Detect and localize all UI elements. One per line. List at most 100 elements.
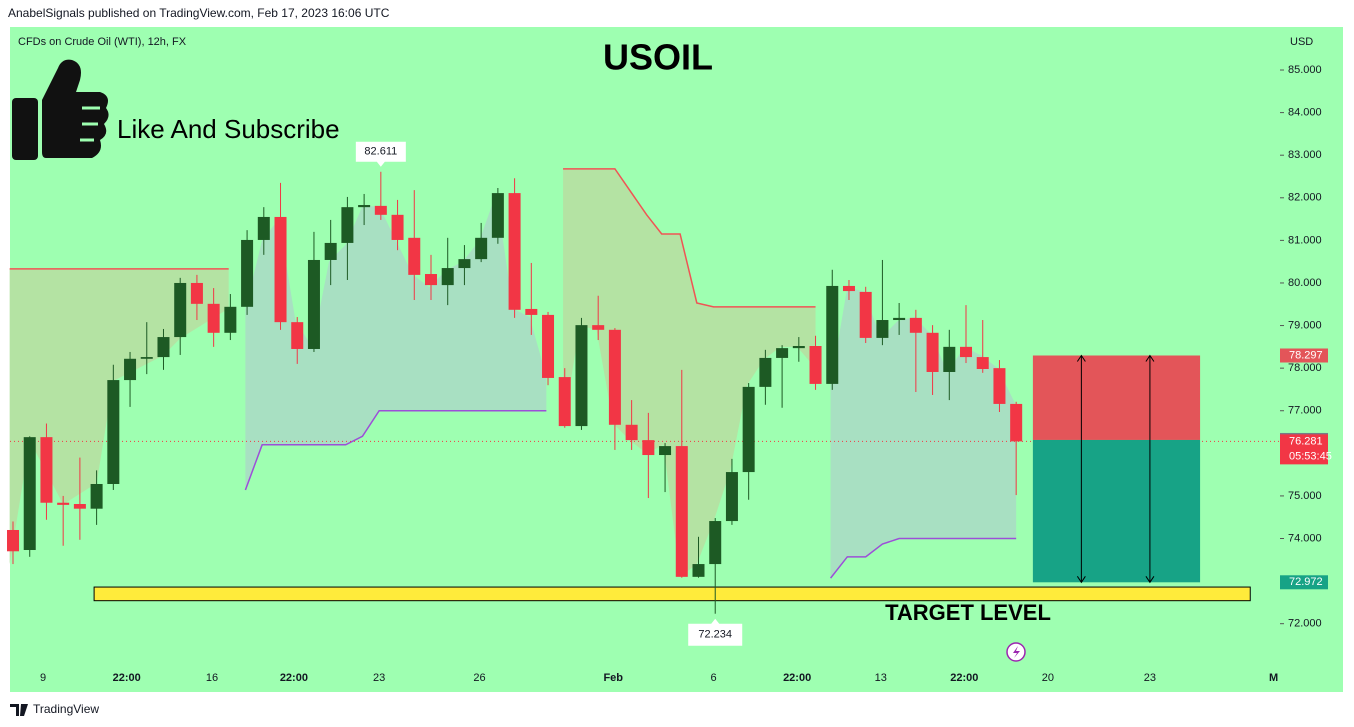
y-tick-label: 72.000 (1288, 618, 1322, 630)
subtitle: CFDs on Crude Oil (WTI), 12h, FX (18, 36, 187, 48)
y-tick-label: 80.000 (1288, 277, 1322, 289)
candle-body (675, 446, 688, 577)
candle-body (190, 282, 203, 304)
candle-body (558, 377, 571, 427)
band-fill (245, 193, 547, 490)
candle-body (274, 216, 287, 323)
high-label-box (355, 141, 406, 167)
candle-body (592, 325, 605, 330)
candle-body (725, 472, 738, 522)
candle-body (776, 348, 789, 358)
candle-body (40, 437, 53, 503)
candle-body (692, 564, 705, 577)
footer-logo: TradingView (10, 702, 99, 716)
candle-body (57, 502, 70, 505)
candle-body (458, 259, 471, 269)
candle-body (943, 346, 956, 372)
band-fill (830, 287, 1017, 579)
candle-body (174, 282, 187, 338)
candle-body (73, 504, 86, 509)
call-to-action: Like And Subscribe (117, 114, 340, 144)
candle-body (508, 193, 521, 310)
y-tick-label: 84.000 (1288, 107, 1322, 119)
target-zone (93, 586, 1251, 602)
candle-body (291, 322, 304, 349)
chart-title: USOIL (603, 37, 713, 78)
low-label-box (688, 618, 743, 646)
candle-body (307, 259, 320, 349)
candle-body (842, 285, 855, 292)
footer-text: TradingView (33, 702, 99, 716)
currency: USD (1290, 36, 1313, 48)
target-label: TARGET LEVEL (885, 600, 1051, 625)
stop-price-tag: 78.297 (1289, 349, 1323, 361)
arrow-head (1145, 354, 1155, 584)
y-tick-label: 79.000 (1288, 319, 1322, 331)
x-tick-label: Feb (603, 672, 623, 684)
candle-body (90, 483, 103, 509)
high-label: 82.611 (364, 146, 397, 158)
candle-body (23, 437, 36, 551)
x-tick-label: M (1269, 672, 1278, 684)
footer-logo-mark (10, 704, 28, 716)
target-price-tag-box (1280, 575, 1328, 590)
y-tick-label: 85.000 (1288, 64, 1322, 76)
candle-body (709, 521, 722, 565)
candle-body (893, 317, 906, 321)
candle-body (642, 440, 655, 456)
candle-body (140, 357, 153, 359)
candle-body (759, 357, 772, 387)
x-tick-label: 16 (206, 672, 218, 684)
target-zone-profit (1032, 439, 1201, 583)
band-line (244, 409, 547, 491)
x-tick-label: 22:00 (280, 672, 308, 684)
candle-body (876, 320, 889, 338)
candle-body (926, 332, 939, 372)
candle-body (341, 207, 354, 243)
y-tick-label: 83.000 (1288, 149, 1322, 161)
candle-body (107, 380, 120, 484)
plot-layer: 85.000 84.000 83.000 82.000 81.000 80.000 79.0… (7, 64, 1332, 684)
candle-body (960, 346, 973, 358)
candle-body (224, 306, 237, 333)
candle-body (324, 242, 337, 260)
y-tick-label: 78.000 (1288, 362, 1322, 374)
candle-body (542, 314, 555, 378)
candle-body (742, 386, 755, 473)
x-tick-label: 13 (875, 672, 887, 684)
event-icon (1006, 642, 1026, 662)
candle-body (525, 308, 538, 315)
arrow-head (1076, 354, 1086, 584)
countdown: 05:53:45 (1289, 450, 1332, 462)
candle-body (976, 357, 989, 369)
candle-body (358, 205, 371, 208)
candle-body (809, 346, 822, 384)
band-fill (563, 168, 816, 577)
x-tick-label: 9 (40, 672, 46, 684)
candle-body (241, 239, 254, 307)
current-price-tag: 76.281 (1289, 435, 1323, 447)
candle-body (625, 424, 638, 441)
band-line (829, 537, 1017, 579)
y-tick-label: 74.000 (1288, 532, 1322, 544)
band-fill (9, 268, 229, 565)
candle-body (1010, 403, 1023, 442)
x-tick-label: 23 (373, 672, 385, 684)
candle-body (826, 285, 839, 384)
y-tick-label: 82.000 (1288, 192, 1322, 204)
candle-body (207, 303, 220, 333)
x-tick-label: 22:00 (783, 672, 811, 684)
stop-zone (1032, 355, 1201, 440)
candle-body (391, 214, 404, 240)
low-label: 72.234 (698, 629, 732, 641)
x-tick-label: 22:00 (113, 672, 141, 684)
candle-body (441, 268, 454, 286)
candle-body (408, 237, 421, 275)
candle-body (792, 346, 805, 349)
candle-body (575, 325, 588, 427)
y-tick-label: 77.000 (1288, 405, 1322, 417)
x-tick-label: 22:00 (950, 672, 978, 684)
x-tick-label: 23 (1144, 672, 1156, 684)
target-price-tag: 72.972 (1289, 576, 1323, 588)
